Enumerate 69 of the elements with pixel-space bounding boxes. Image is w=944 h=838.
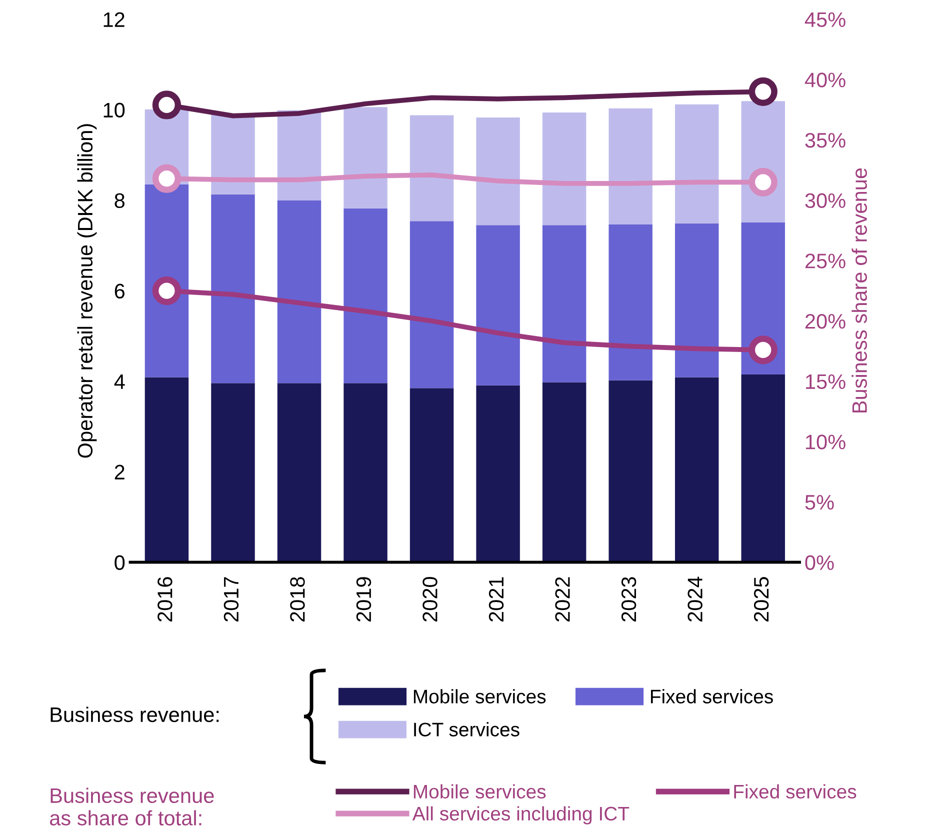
y2-axis-title: Business share of revenue bbox=[852, 168, 867, 412]
y-tick-label: 12 bbox=[104, 12, 124, 27]
point bbox=[152, 276, 182, 306]
bar bbox=[741, 374, 785, 562]
bar bbox=[476, 117, 520, 226]
y-tick-label: 8 bbox=[114, 193, 125, 208]
y2-tick-label: 30% bbox=[805, 193, 846, 208]
point bbox=[748, 336, 778, 364]
bar bbox=[608, 108, 652, 224]
legend-label: Mobile services bbox=[414, 784, 546, 799]
point bbox=[748, 77, 778, 106]
bar bbox=[741, 222, 785, 374]
x-tick-label: 2017 bbox=[224, 577, 239, 622]
x-tick-label: 2022 bbox=[555, 577, 570, 622]
y2-tick-label: 10% bbox=[806, 434, 846, 450]
y2-tick-label: 45% bbox=[804, 12, 846, 28]
bar bbox=[211, 194, 255, 384]
x-tick-label: 2018 bbox=[290, 577, 305, 622]
text: Business revenue as share of total: bbox=[50, 788, 214, 826]
bar bbox=[344, 208, 388, 384]
bar bbox=[476, 225, 520, 386]
bar bbox=[674, 223, 719, 378]
bar bbox=[211, 114, 255, 194]
x-tick-label: 2024 bbox=[688, 576, 702, 622]
bar bbox=[277, 383, 322, 562]
y2-tick-label: 35% bbox=[805, 132, 846, 148]
y2-tick-label: 15% bbox=[806, 374, 846, 390]
bar bbox=[410, 388, 454, 562]
bar bbox=[542, 225, 586, 382]
x-tick-label: 2021 bbox=[488, 577, 504, 622]
legend-label: ICT services bbox=[414, 722, 520, 736]
bar bbox=[410, 115, 454, 222]
bar bbox=[344, 383, 388, 562]
bar bbox=[344, 107, 388, 208]
bar bbox=[277, 200, 322, 384]
y2-tick-label: 40% bbox=[804, 72, 846, 88]
text: Business revenue: bbox=[50, 706, 219, 722]
y-tick-label: 6 bbox=[114, 284, 124, 299]
bar bbox=[608, 380, 652, 562]
y2-tick-label: 0% bbox=[805, 555, 834, 570]
y2-tick-label: 20% bbox=[805, 314, 846, 329]
x-tick-label: 2019 bbox=[356, 577, 372, 622]
bar bbox=[144, 377, 189, 562]
y-tick-label: 0 bbox=[114, 555, 125, 570]
point bbox=[152, 90, 182, 120]
bar bbox=[608, 224, 652, 380]
legend-label: Fixed services bbox=[650, 689, 773, 704]
y-tick-label: 2 bbox=[114, 464, 124, 480]
x-tick-label: 2023 bbox=[621, 577, 636, 622]
bar bbox=[542, 112, 586, 226]
bar bbox=[476, 385, 520, 562]
y-tick-label: 4 bbox=[114, 374, 125, 389]
legend-label: Mobile services bbox=[414, 689, 546, 704]
x-tick-label: 2020 bbox=[422, 576, 438, 622]
y-tick-label: 10 bbox=[104, 102, 125, 118]
y2-tick-label: 5% bbox=[805, 495, 834, 510]
y-axis-title: Operator retail revenue (DKK billion) bbox=[77, 124, 97, 458]
bar bbox=[410, 221, 454, 388]
bar bbox=[674, 377, 719, 562]
legend-label: All services including ICT bbox=[412, 806, 630, 824]
bar bbox=[674, 104, 719, 224]
x-tick-label: 2025 bbox=[754, 577, 769, 622]
bar bbox=[542, 382, 586, 562]
legend-label: Fixed services bbox=[734, 784, 856, 799]
x-tick-label: 2016 bbox=[158, 577, 172, 622]
point bbox=[152, 164, 182, 193]
point bbox=[748, 168, 778, 197]
bar bbox=[211, 383, 255, 562]
y2-tick-label: 25% bbox=[805, 254, 846, 268]
